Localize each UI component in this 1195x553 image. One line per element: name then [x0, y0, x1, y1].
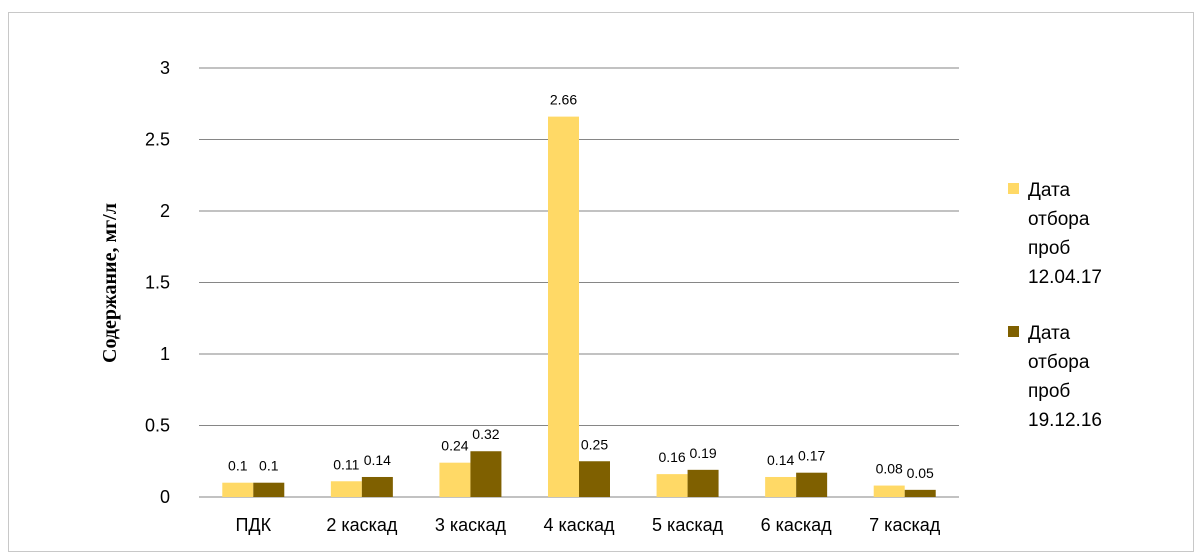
bar-series1 — [765, 476, 797, 497]
bar-series1 — [330, 481, 362, 497]
bar-series2 — [470, 451, 502, 497]
x-category-label: 7 каскад — [869, 515, 941, 535]
data-label: 0.19 — [689, 445, 716, 461]
bar-series2 — [687, 469, 719, 497]
x-category-label: 5 каскад — [652, 515, 724, 535]
legend-entry-line: отбора — [1028, 209, 1090, 230]
data-label: 0.05 — [907, 465, 934, 481]
bar-series1 — [873, 485, 905, 497]
bar-series1 — [548, 116, 579, 498]
y-tick-label: 1.5 — [145, 273, 170, 293]
data-label: 0.16 — [658, 449, 685, 465]
bar-series2 — [361, 476, 393, 497]
legend: Дата отбора проб 12.04.17 Дата отбора проб 19.1… — [1008, 180, 1102, 431]
x-category-label: 3 каскад — [435, 515, 507, 535]
bars — [222, 116, 936, 498]
legend-entry-line: 19.12.16 — [1028, 410, 1102, 431]
data-label: 0.1 — [228, 458, 248, 474]
y-tick-label: 0 — [160, 487, 170, 507]
x-category-label: 2 каскад — [326, 515, 398, 535]
bar-series2 — [904, 489, 936, 497]
legend-entry: Дата отбора проб 12.04.17 — [1028, 180, 1102, 288]
bar-series2 — [796, 472, 828, 497]
bar-series1 — [439, 462, 471, 497]
legend-entry-line: Дата — [1028, 323, 1071, 344]
data-label: 0.14 — [364, 452, 391, 468]
data-label: 0.11 — [333, 456, 359, 472]
x-category-label: ПДК — [235, 515, 271, 535]
bar-series2 — [579, 461, 610, 497]
data-label: 0.17 — [798, 448, 825, 464]
data-label: 0.25 — [581, 436, 608, 452]
legend-swatch — [1008, 326, 1019, 337]
x-category-label: 6 каскад — [761, 515, 833, 535]
bar-series2 — [253, 482, 285, 497]
legend-entry-line: проб — [1028, 238, 1070, 259]
y-tick-label: 2 — [160, 201, 170, 221]
y-axis-ticks: 0 0.5 1 1.5 2 2.5 3 — [145, 58, 170, 507]
y-tick-label: 2.5 — [145, 130, 170, 150]
legend-swatch — [1008, 183, 1019, 194]
bar-series1 — [656, 474, 688, 497]
x-axis-categories: ПДК 2 каскад 3 каскад 4 каскад 5 каскад 6 кас… — [235, 515, 940, 535]
legend-entry-line: Дата — [1028, 180, 1071, 201]
y-tick-label: 3 — [160, 58, 170, 78]
y-tick-label: 0.5 — [145, 416, 170, 436]
legend-entry-line: проб — [1028, 381, 1070, 402]
legend-entry-line: отбора — [1028, 352, 1090, 373]
bar-series1 — [222, 482, 254, 497]
data-labels: 0.1 0.1 0.11 0.14 0.240.32 2.66 0.25 0.16 0.19 0.… — [228, 92, 934, 481]
data-label: 0.32 — [472, 426, 499, 442]
legend-entry: Дата отбора проб 19.12.16 — [1028, 323, 1102, 431]
legend-entry-line: 12.04.17 — [1028, 267, 1102, 288]
data-label: 0.08 — [876, 461, 903, 477]
data-label: 2.66 — [550, 92, 577, 108]
data-label: 0.24 — [441, 438, 468, 454]
data-label: 0.14 — [767, 452, 794, 468]
y-axis-label: Содержание, мг/л — [99, 203, 121, 363]
y-tick-label: 1 — [160, 344, 170, 364]
data-label: 0.1 — [259, 458, 279, 474]
x-category-label: 4 каскад — [543, 515, 615, 535]
